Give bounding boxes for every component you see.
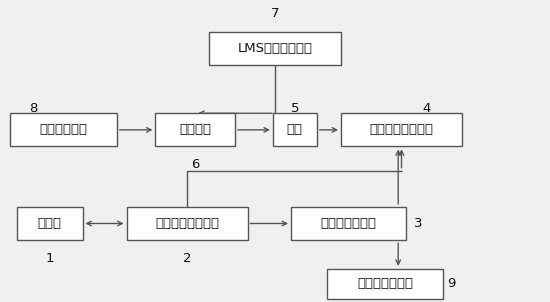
- Bar: [10, 113, 117, 146]
- Text: 人工肌群控制平台: 人工肌群控制平台: [155, 217, 219, 230]
- Text: 2: 2: [183, 252, 191, 265]
- Text: 6: 6: [191, 158, 200, 171]
- Bar: [273, 113, 317, 146]
- Text: 5: 5: [290, 102, 299, 115]
- Text: 8: 8: [29, 102, 37, 115]
- Bar: [209, 32, 341, 65]
- Text: 恒速控制装置: 恒速控制装置: [39, 123, 87, 137]
- Bar: [341, 113, 462, 146]
- Text: 4: 4: [422, 102, 431, 115]
- Text: 1: 1: [45, 252, 54, 265]
- Bar: [291, 207, 406, 240]
- Text: 人工肌群测试平台: 人工肌群测试平台: [370, 123, 433, 137]
- Text: 计算机: 计算机: [37, 217, 62, 230]
- Text: 7: 7: [271, 7, 279, 20]
- Text: LMS数据采集系统: LMS数据采集系统: [238, 42, 312, 55]
- Text: 激光位移传感器: 激光位移传感器: [321, 217, 377, 230]
- Bar: [155, 113, 235, 146]
- Bar: [16, 207, 82, 240]
- Text: 拉簧: 拉簧: [287, 123, 303, 137]
- Text: 力传感器: 力传感器: [179, 123, 211, 137]
- Text: 显示和记录装置: 显示和记录装置: [357, 277, 413, 291]
- Text: 3: 3: [414, 217, 422, 230]
- Bar: [327, 269, 443, 299]
- Text: 9: 9: [447, 277, 455, 291]
- Bar: [126, 207, 248, 240]
